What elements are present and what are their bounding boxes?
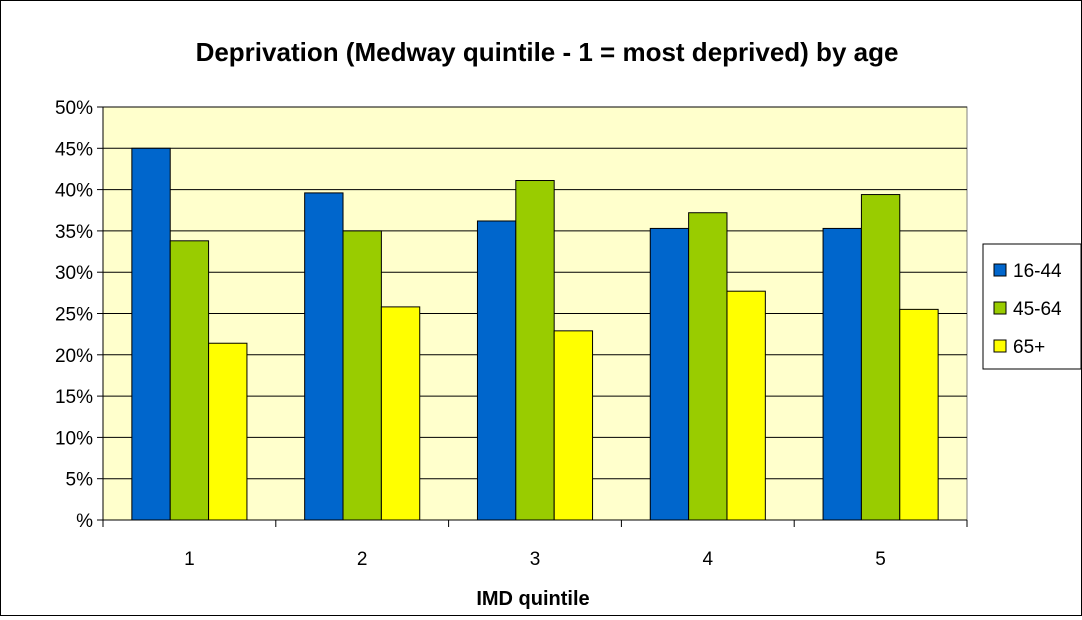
- bar-16-44-2: [304, 192, 344, 521]
- bar-16-44-3: [476, 220, 517, 521]
- bar-16-44-1: [131, 147, 171, 521]
- y-tick-label: 45%: [55, 139, 93, 160]
- bar-65+-2: [380, 306, 421, 521]
- y-tick-label: 35%: [55, 222, 93, 243]
- bar-65+-3: [553, 330, 594, 521]
- x-tick-label: 1: [184, 549, 195, 570]
- y-tick-label: %: [76, 511, 93, 532]
- y-tick-label: 40%: [55, 181, 93, 202]
- x-tick-label: 3: [530, 549, 541, 570]
- y-tick-label: 15%: [55, 387, 93, 408]
- x-tick-label: 2: [357, 549, 368, 570]
- legend: 16-44 45-64 65+: [982, 243, 1082, 370]
- x-tick-label: 5: [875, 549, 886, 570]
- bar-45-64-2: [342, 230, 382, 521]
- y-axis: % 5% 10% 15% 20% 25% 30% 35% 40% 45% 50%: [55, 98, 104, 532]
- y-tick-label: 5%: [66, 470, 94, 491]
- y-tick-label: 30%: [55, 263, 93, 284]
- legend-swatch-65+: [993, 339, 1007, 353]
- y-tick-label: 20%: [55, 346, 93, 367]
- bar-16-44-4: [649, 227, 690, 521]
- bar-65+-4: [726, 290, 766, 521]
- bar-45-64-4: [688, 212, 728, 521]
- y-tick-label: 10%: [55, 428, 93, 449]
- legend-label-16-44: 16-44: [1013, 261, 1062, 282]
- bar-65+-5: [899, 308, 939, 521]
- bar-45-64-1: [169, 240, 210, 521]
- y-tick-label: 25%: [55, 305, 93, 326]
- legend-label-45-64: 45-64: [1013, 299, 1062, 320]
- x-axis: 1 2 3 4 5: [102, 519, 968, 570]
- bar-45-64-5: [860, 194, 901, 521]
- x-axis-label: IMD quintile: [476, 588, 589, 610]
- chart-title: Deprivation (Medway quintile - 1 = most …: [196, 37, 899, 67]
- legend-swatch-16-44: [993, 263, 1007, 277]
- legend-swatch-45-64: [993, 301, 1007, 315]
- x-tick-label: 4: [703, 549, 714, 570]
- y-tick-label: 50%: [55, 98, 93, 119]
- bar-45-64-3: [515, 180, 555, 521]
- legend-label-65+: 65+: [1013, 337, 1045, 358]
- bar-65+-1: [208, 342, 248, 521]
- bar-16-44-5: [822, 227, 862, 521]
